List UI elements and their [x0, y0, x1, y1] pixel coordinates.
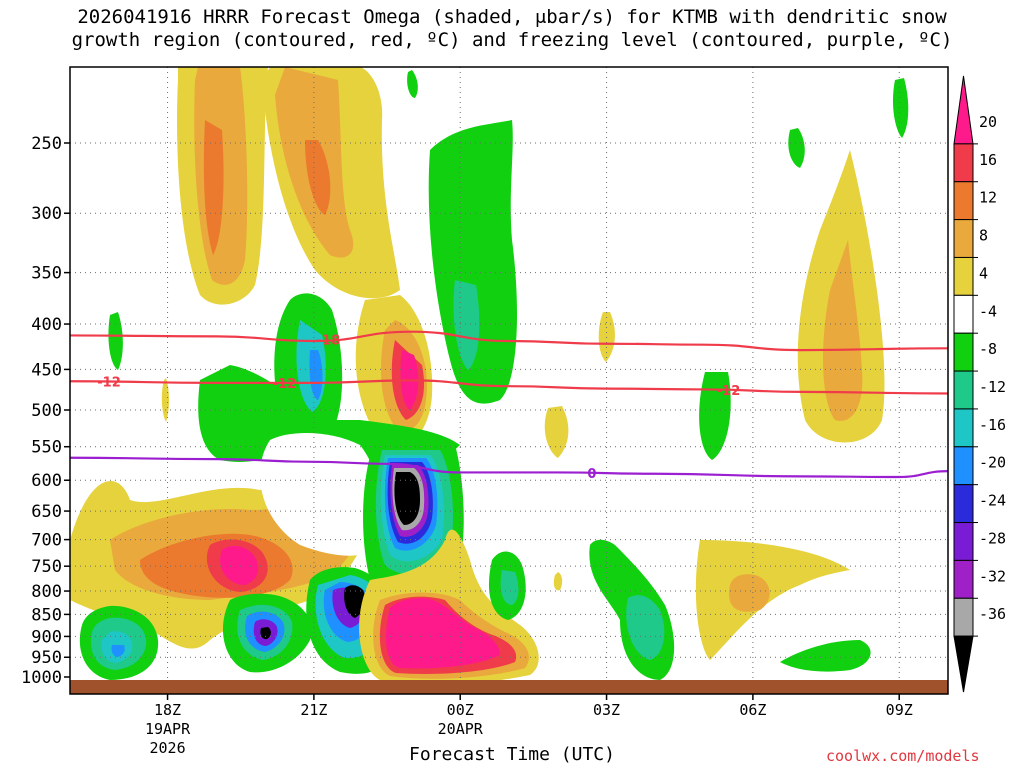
colorbar-swatch	[953, 597, 974, 637]
colorbar-label: -32	[979, 567, 1006, 585]
temperature-contours: -18 -12 -12 -12 0	[70, 330, 948, 482]
colorbar-swatch	[953, 143, 974, 183]
chart-title: 2026041916 HRRR Forecast Omega (shaded, …	[0, 6, 1024, 52]
colorbar-label: -8	[979, 340, 997, 358]
omega-shading	[70, 67, 909, 686]
colorbar-label: 8	[979, 227, 988, 245]
omega-region	[394, 472, 420, 525]
x-tick-label: 06Z	[739, 701, 766, 719]
omega-region	[108, 312, 123, 370]
omega-region	[780, 640, 871, 672]
omega-region	[626, 595, 665, 660]
colorbar-label: -36	[979, 605, 1006, 623]
colorbar-swatch	[953, 181, 974, 221]
contour-label: -12	[273, 377, 297, 392]
contour-line	[70, 456, 948, 479]
contour-label: -18	[317, 334, 341, 349]
contour-label: -12	[717, 384, 741, 399]
y-tick-label: 400	[31, 315, 62, 335]
ground-strip	[70, 680, 948, 694]
y-tick-label: 300	[31, 204, 62, 224]
x-axis-label: Forecast Time (UTC)	[409, 744, 615, 765]
omega-region	[544, 406, 569, 458]
omega-region	[203, 120, 224, 255]
contour-label: -12	[97, 376, 121, 391]
colorbar-label: -24	[979, 492, 1006, 510]
omega-region	[892, 78, 909, 138]
omega-region	[553, 572, 563, 591]
y-tick-label: 350	[31, 264, 62, 284]
omega-region	[500, 570, 519, 605]
omega-region	[220, 545, 259, 585]
colorbar-swatch	[953, 559, 974, 599]
colorbar: 20 16 12 8 4 -4 -8 -12 -16 -20 -24 -28 -32 -36	[953, 75, 1006, 693]
colorbar-swatch	[953, 522, 974, 561]
y-tick-label: 250	[31, 134, 62, 154]
omega-region	[407, 70, 418, 98]
omega-region	[788, 128, 805, 168]
omega-region	[385, 598, 500, 669]
colorbar-label: -20	[979, 454, 1006, 472]
x-tick-year: 2026	[149, 739, 185, 757]
y-tick-label: 850	[31, 605, 62, 625]
colorbar-label: 4	[979, 264, 988, 282]
colorbar-swatch	[953, 446, 974, 486]
omega-region	[161, 378, 169, 422]
y-tick-label: 450	[31, 360, 62, 380]
colorbar-swatch	[953, 484, 974, 524]
x-tick-date: 20APR	[438, 720, 484, 738]
x-tick-date: 19APR	[145, 720, 191, 738]
x-tick-label: 03Z	[593, 701, 620, 719]
colorbar-label: -28	[979, 529, 1006, 547]
colorbar-swatch	[953, 256, 974, 296]
omega-region	[729, 574, 770, 612]
colorbar-label: -16	[979, 416, 1006, 434]
contour-label: 0	[587, 467, 596, 482]
colorbar-swatch	[953, 219, 974, 258]
y-tick-label: 1000	[21, 668, 62, 688]
colorbar-label: 20	[979, 113, 997, 131]
contour-line	[70, 330, 948, 352]
omega-region	[699, 372, 731, 460]
credit-text: coolwx.com/models	[826, 747, 980, 765]
omega-region	[309, 350, 323, 400]
y-axis: 2503003504004505005506006507007508008509…	[21, 134, 70, 688]
omega-region	[260, 627, 271, 640]
colorbar-swatch	[953, 408, 974, 448]
title-line-1: 2026041916 HRRR Forecast Omega (shaded, …	[77, 6, 947, 28]
y-tick-label: 800	[31, 582, 62, 602]
x-tick-label: 21Z	[300, 701, 327, 719]
y-tick-label: 600	[31, 471, 62, 491]
title-line-2: growth region (contoured, red, ºC) and f…	[71, 29, 953, 51]
colorbar-swatch	[953, 294, 974, 334]
colorbar-label: 16	[979, 151, 997, 169]
y-tick-label: 700	[31, 531, 62, 551]
omega-region	[823, 240, 863, 421]
y-tick-label: 500	[31, 401, 62, 421]
omega-region	[305, 140, 331, 215]
y-tick-label: 550	[31, 438, 62, 458]
y-tick-label: 900	[31, 627, 62, 647]
x-tick-label: 18Z	[154, 701, 181, 719]
x-tick-label: 00Z	[447, 701, 474, 719]
omega-region	[111, 645, 125, 657]
colorbar-swatch	[953, 332, 974, 372]
y-tick-label: 950	[31, 648, 62, 668]
y-tick-label: 750	[31, 557, 62, 577]
x-tick-label: 09Z	[886, 701, 913, 719]
y-tick-label: 650	[31, 502, 62, 522]
colorbar-label: 12	[979, 189, 997, 207]
omega-region	[344, 585, 366, 618]
colorbar-label: -12	[979, 378, 1006, 396]
omega-region	[428, 120, 517, 404]
colorbar-top-triangle	[953, 75, 974, 145]
colorbar-bottom-triangle	[953, 635, 974, 693]
colorbar-label: -4	[979, 302, 997, 320]
contour-line	[70, 379, 948, 395]
colorbar-swatch	[953, 370, 974, 410]
plot-frame	[69, 66, 949, 695]
omega-region	[695, 540, 850, 660]
